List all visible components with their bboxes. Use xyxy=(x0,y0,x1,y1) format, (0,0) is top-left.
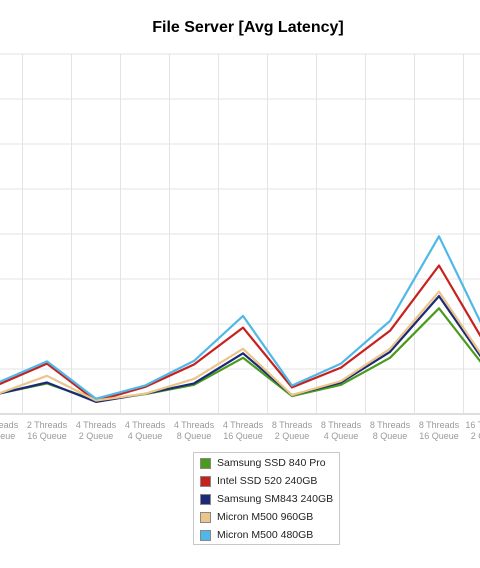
legend-label: Intel SSD 520 240GB xyxy=(217,475,318,487)
legend-swatch xyxy=(200,494,211,505)
legend-label: Micron M500 480GB xyxy=(217,529,314,541)
legend-swatch xyxy=(200,458,211,469)
x-tick-label: 8 Threads xyxy=(370,420,411,430)
x-tick-label: 2 Threads xyxy=(27,420,68,430)
chart-legend: Samsung SSD 840 Pro Intel SSD 520 240GB Sa… xyxy=(193,452,340,545)
x-tick-label: 16 Queue xyxy=(27,431,67,441)
x-tick-label: 16 Queue xyxy=(223,431,263,441)
x-tick-label: 1 Queue xyxy=(0,431,15,441)
x-tick-label: 16 Queue xyxy=(419,431,459,441)
series-line-intel-ssd-520-240gb xyxy=(0,264,480,402)
x-tick-label: 4 Threads xyxy=(76,420,117,430)
x-tick-label: 4 Threads xyxy=(0,420,19,430)
x-tick-label: 8 Threads xyxy=(272,420,313,430)
x-tick-label: 2 Queue xyxy=(471,431,480,441)
legend-swatch xyxy=(200,512,211,523)
x-tick-label: 4 Threads xyxy=(125,420,166,430)
x-tick-label: 2 Queue xyxy=(79,431,114,441)
x-tick-label: 4 Queue xyxy=(128,431,163,441)
x-tick-label: 2 Queue xyxy=(275,431,310,441)
legend-label: Samsung SSD 840 Pro xyxy=(217,457,326,469)
x-tick-label: 8 Queue xyxy=(373,431,408,441)
series-line-micron-m500-960gb xyxy=(0,290,480,402)
legend-swatch xyxy=(200,476,211,487)
series-line-samsung-sm843-240gb xyxy=(0,295,480,403)
series-line-micron-m500-480gb xyxy=(0,235,480,400)
legend-label: Micron M500 960GB xyxy=(217,511,314,523)
x-tick-label: 8 Threads xyxy=(419,420,460,430)
x-tick-label: 4 Threads xyxy=(174,420,215,430)
x-tick-label: 4 Queue xyxy=(324,431,359,441)
x-tick-label: 16 Threads xyxy=(465,420,480,430)
x-tick-label: 8 Queue xyxy=(177,431,212,441)
legend-swatch xyxy=(200,530,211,541)
legend-label: Samsung SM843 240GB xyxy=(217,493,334,505)
chart-title: File Server [Avg Latency] xyxy=(152,19,344,36)
x-tick-label: 8 Threads xyxy=(321,420,362,430)
x-tick-label: 4 Threads xyxy=(223,420,264,430)
